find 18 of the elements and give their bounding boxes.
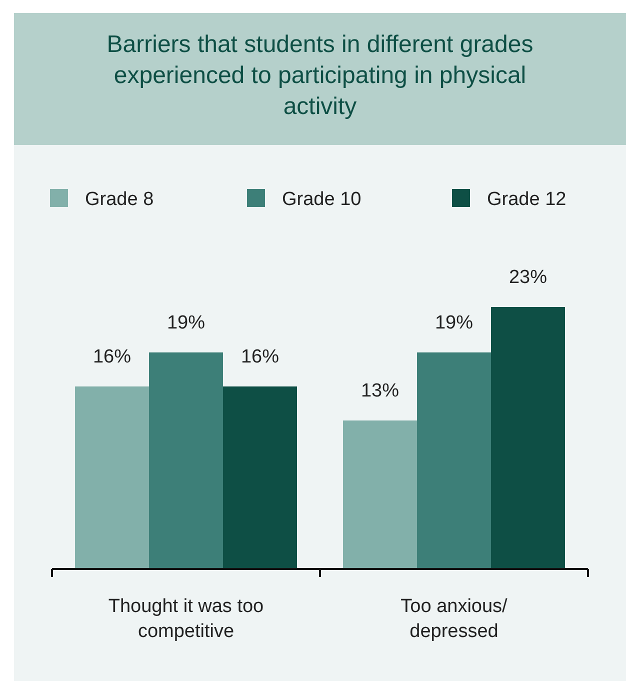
chart-title: Barriers that students in different grades experienced to participating in physical activity [106,31,534,120]
legend-label: Grade 10 [282,189,362,210]
data-label: 19% [434,312,474,334]
legend-label: Grade 12 [487,189,566,210]
data-label: 23% [508,267,548,288]
bar [417,352,491,568]
x-tick-label: Thought it was too competitive [108,596,264,642]
bar [223,386,297,568]
data-label: 19% [166,312,206,334]
bar [75,386,149,568]
x-tick-label: Too anxious/ depressed [400,596,508,642]
data-label: 16% [240,346,280,368]
bar [491,307,565,568]
data-label: 13% [360,380,400,402]
legend-label: Grade 8 [85,189,154,210]
bar [149,352,223,568]
bar [343,420,417,568]
data-label: 16% [92,346,132,368]
